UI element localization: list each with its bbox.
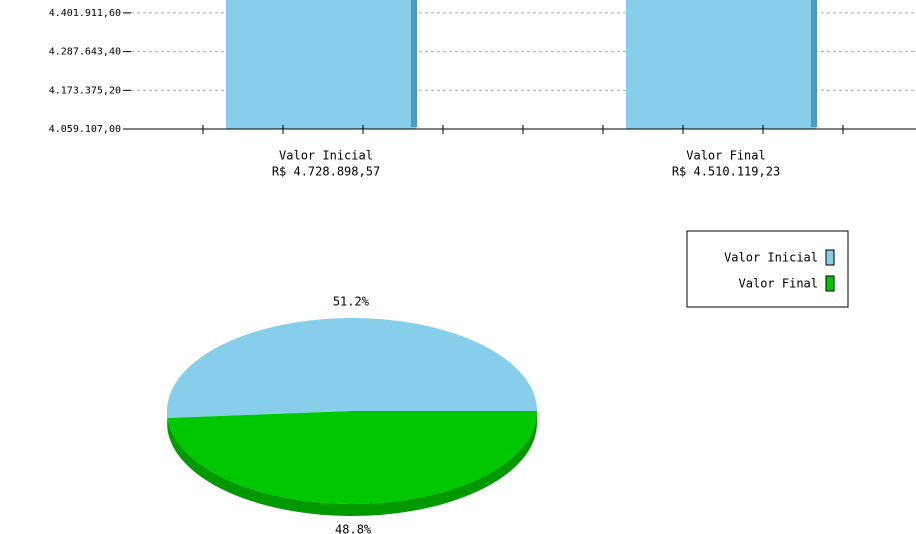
bar bbox=[226, 0, 416, 130]
pie-side bbox=[167, 411, 168, 431]
pie-label: 48.8% bbox=[335, 523, 372, 534]
pie-slice bbox=[167, 318, 538, 419]
legend-swatch bbox=[825, 275, 835, 292]
legend-box bbox=[686, 230, 849, 308]
bar bbox=[626, 0, 816, 130]
bar-side bbox=[411, 0, 417, 128]
y-tick-label: 4.401.911,60 bbox=[49, 8, 121, 19]
y-tick-label: 4.059.107,00 bbox=[49, 124, 121, 135]
x-tick-label: Valor Final bbox=[686, 149, 765, 163]
bar-side bbox=[811, 0, 817, 128]
y-tick-label: 4.173.375,20 bbox=[49, 85, 121, 96]
legend-label: Valor Final bbox=[739, 277, 818, 291]
value-label: R$ 4.728.898,57 bbox=[272, 165, 380, 179]
value-label: R$ 4.510.119,23 bbox=[672, 165, 780, 179]
pie-slice bbox=[167, 411, 537, 504]
pie-label: 51.2% bbox=[333, 295, 370, 309]
x-tick-label: Valor Inicial bbox=[279, 149, 373, 163]
legend-label: Valor Inicial bbox=[724, 251, 818, 265]
legend-swatch bbox=[825, 249, 835, 266]
y-tick-label: 4.287.643,40 bbox=[49, 47, 121, 58]
